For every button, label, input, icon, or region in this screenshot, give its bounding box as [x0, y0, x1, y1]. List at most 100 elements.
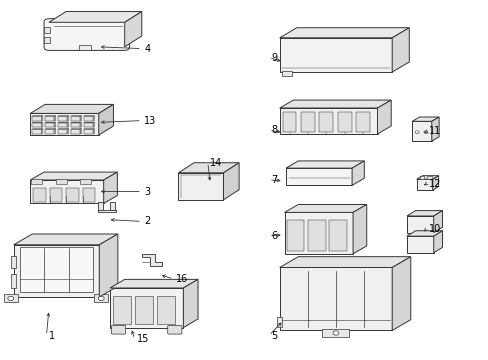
Polygon shape [110, 279, 198, 288]
Bar [71, 116, 80, 121]
Text: 14: 14 [210, 158, 222, 168]
Bar [98, 210, 116, 212]
Polygon shape [391, 28, 408, 72]
Bar [279, 267, 391, 330]
Bar [71, 123, 80, 127]
Bar [84, 123, 93, 127]
Bar [419, 176, 424, 179]
Circle shape [414, 131, 418, 134]
Polygon shape [30, 172, 117, 180]
Bar [355, 112, 369, 132]
Bar [45, 123, 54, 127]
Polygon shape [142, 255, 162, 266]
Bar [84, 129, 93, 134]
Polygon shape [41, 129, 43, 134]
Bar [32, 123, 41, 127]
Bar [82, 188, 95, 202]
Bar [285, 168, 351, 185]
Bar [337, 112, 351, 132]
Polygon shape [377, 100, 390, 134]
Text: 7: 7 [271, 175, 277, 185]
Text: 4: 4 [144, 44, 150, 54]
Bar [282, 71, 291, 76]
Polygon shape [93, 129, 94, 134]
Polygon shape [352, 204, 366, 254]
Bar [80, 179, 91, 184]
Polygon shape [411, 117, 438, 121]
Polygon shape [41, 122, 43, 127]
FancyBboxPatch shape [44, 19, 129, 50]
Bar [58, 116, 67, 121]
Bar [113, 296, 130, 324]
Bar [31, 179, 42, 184]
Bar [32, 116, 41, 121]
Circle shape [8, 296, 14, 301]
Polygon shape [406, 211, 442, 216]
Bar [56, 179, 66, 184]
Bar [406, 216, 433, 233]
Polygon shape [93, 122, 94, 127]
Polygon shape [406, 231, 442, 236]
Bar [79, 45, 91, 50]
Bar [84, 116, 93, 121]
FancyBboxPatch shape [167, 325, 182, 334]
Polygon shape [99, 104, 113, 135]
Polygon shape [80, 129, 81, 134]
Polygon shape [80, 122, 81, 127]
Bar [279, 38, 391, 72]
Text: 1: 1 [49, 330, 55, 341]
FancyBboxPatch shape [111, 325, 125, 334]
Bar [276, 317, 281, 327]
Polygon shape [49, 12, 142, 22]
Polygon shape [391, 257, 410, 330]
Circle shape [423, 131, 427, 134]
Polygon shape [351, 161, 364, 185]
Bar [30, 113, 99, 135]
Polygon shape [58, 122, 68, 123]
Bar [98, 202, 103, 210]
Bar [135, 296, 152, 324]
Bar [301, 112, 314, 132]
Bar [11, 256, 16, 268]
Polygon shape [45, 122, 56, 123]
Polygon shape [433, 231, 442, 253]
Polygon shape [431, 117, 438, 141]
Text: 5: 5 [271, 330, 277, 341]
Polygon shape [183, 279, 198, 328]
Bar [279, 108, 377, 134]
Circle shape [332, 331, 338, 335]
Bar [20, 247, 93, 292]
Bar [322, 329, 349, 337]
Polygon shape [99, 234, 118, 297]
Text: 15: 15 [137, 334, 149, 344]
Bar [282, 112, 296, 132]
Bar [45, 129, 54, 134]
Text: 6: 6 [271, 231, 277, 241]
Bar [44, 37, 50, 43]
Bar [4, 294, 18, 302]
Bar [427, 176, 431, 179]
Bar [406, 236, 433, 253]
Text: 16: 16 [176, 274, 188, 284]
Polygon shape [71, 122, 81, 123]
Polygon shape [80, 116, 81, 121]
Polygon shape [67, 116, 68, 121]
Polygon shape [178, 163, 239, 173]
Polygon shape [279, 257, 410, 267]
Circle shape [98, 296, 104, 301]
Bar [58, 129, 67, 134]
Bar [286, 220, 304, 251]
Bar [11, 274, 16, 288]
Polygon shape [30, 104, 113, 113]
Text: 2: 2 [144, 216, 150, 226]
Polygon shape [54, 129, 56, 134]
Polygon shape [416, 176, 438, 179]
Bar [66, 188, 79, 202]
Polygon shape [285, 161, 364, 168]
Polygon shape [84, 122, 94, 123]
Bar [319, 112, 332, 132]
Polygon shape [54, 122, 56, 127]
Text: 9: 9 [271, 53, 277, 63]
Text: 8: 8 [271, 125, 277, 135]
Bar [110, 288, 183, 328]
